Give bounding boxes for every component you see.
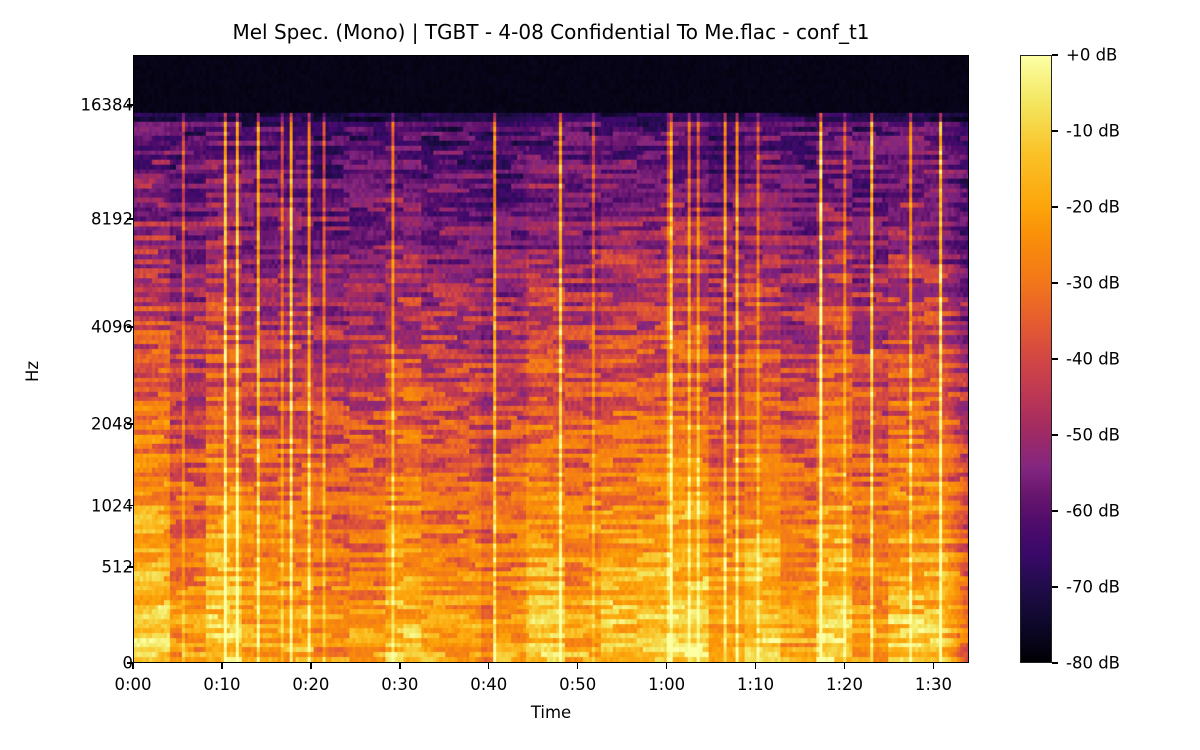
colorbar-tick-mark: [1052, 282, 1058, 284]
y-tick-label: 0: [122, 653, 134, 673]
x-tick-label: 0:50: [559, 675, 597, 694]
y-tick-label: 16384: [80, 95, 134, 115]
x-tick-mark: [932, 663, 935, 669]
colorbar-tick-mark: [1052, 434, 1058, 436]
y-tick-label: 512: [101, 557, 134, 577]
y-tick-label: 2048: [91, 414, 133, 434]
colorbar-tick-label: -40 dB: [1066, 349, 1120, 369]
y-tick-mark: [127, 566, 133, 568]
colorbar-tick-label: -10 dB: [1066, 121, 1120, 141]
colorbar-tick-mark: [1052, 130, 1058, 132]
colorbar-tick-mark: [1052, 510, 1058, 512]
colorbar-tick-label: -70 dB: [1066, 577, 1120, 597]
colorbar-tick-label: +0 dB: [1066, 45, 1118, 65]
x-tick-mark: [487, 663, 490, 669]
colorbar-tick-mark: [1052, 206, 1058, 208]
x-tick-label: 0:10: [203, 675, 241, 694]
x-tick-label: 0:30: [381, 675, 419, 694]
y-axis-label: Hz: [23, 360, 43, 383]
chart-title: Mel Spec. (Mono) | TGBT - 4-08 Confident…: [232, 20, 870, 44]
x-tick-label: 0:00: [114, 675, 152, 694]
y-tick-mark: [127, 423, 133, 425]
x-tick-mark: [843, 663, 846, 669]
y-tick-mark: [127, 326, 133, 328]
x-tick-mark: [221, 663, 223, 669]
colorbar-tick-mark: [1052, 358, 1058, 360]
x-tick-mark: [399, 663, 401, 669]
x-tick-mark: [665, 663, 668, 669]
x-tick-label: 1:00: [648, 675, 686, 694]
x-tick-label: 1:30: [914, 675, 952, 694]
x-tick-mark: [132, 663, 134, 669]
x-tick-label: 1:20: [825, 675, 864, 694]
colorbar-tick-label: -30 dB: [1066, 273, 1120, 293]
y-tick-label: 1024: [91, 496, 133, 516]
y-tick-mark: [127, 218, 133, 220]
y-tick-mark: [127, 504, 133, 507]
y-tick-mark: [127, 104, 133, 106]
x-tick-mark: [754, 663, 757, 669]
y-tick-label: 8192: [91, 209, 133, 229]
colorbar-tick-label: -50 dB: [1066, 425, 1120, 445]
spectrogram-heatmap: [134, 56, 968, 662]
colorbar: [1020, 55, 1052, 663]
colorbar-tick-mark: [1052, 662, 1058, 664]
x-tick-mark: [310, 663, 312, 669]
y-tick-label: 4096: [91, 317, 133, 337]
x-tick-label: 0:40: [470, 675, 508, 694]
x-tick-label: 0:20: [292, 675, 330, 694]
colorbar-tick-mark: [1052, 54, 1058, 56]
x-tick-mark: [576, 663, 579, 669]
colorbar-tick-label: -80 dB: [1066, 653, 1120, 673]
y-tick-mark: [127, 662, 133, 664]
colorbar-tick-mark: [1052, 586, 1058, 588]
x-tick-label: 1:10: [737, 675, 775, 694]
spectrogram-plot-area: [133, 55, 969, 663]
colorbar-tick-label: -20 dB: [1066, 197, 1120, 217]
colorbar-tick-label: -60 dB: [1066, 501, 1120, 521]
